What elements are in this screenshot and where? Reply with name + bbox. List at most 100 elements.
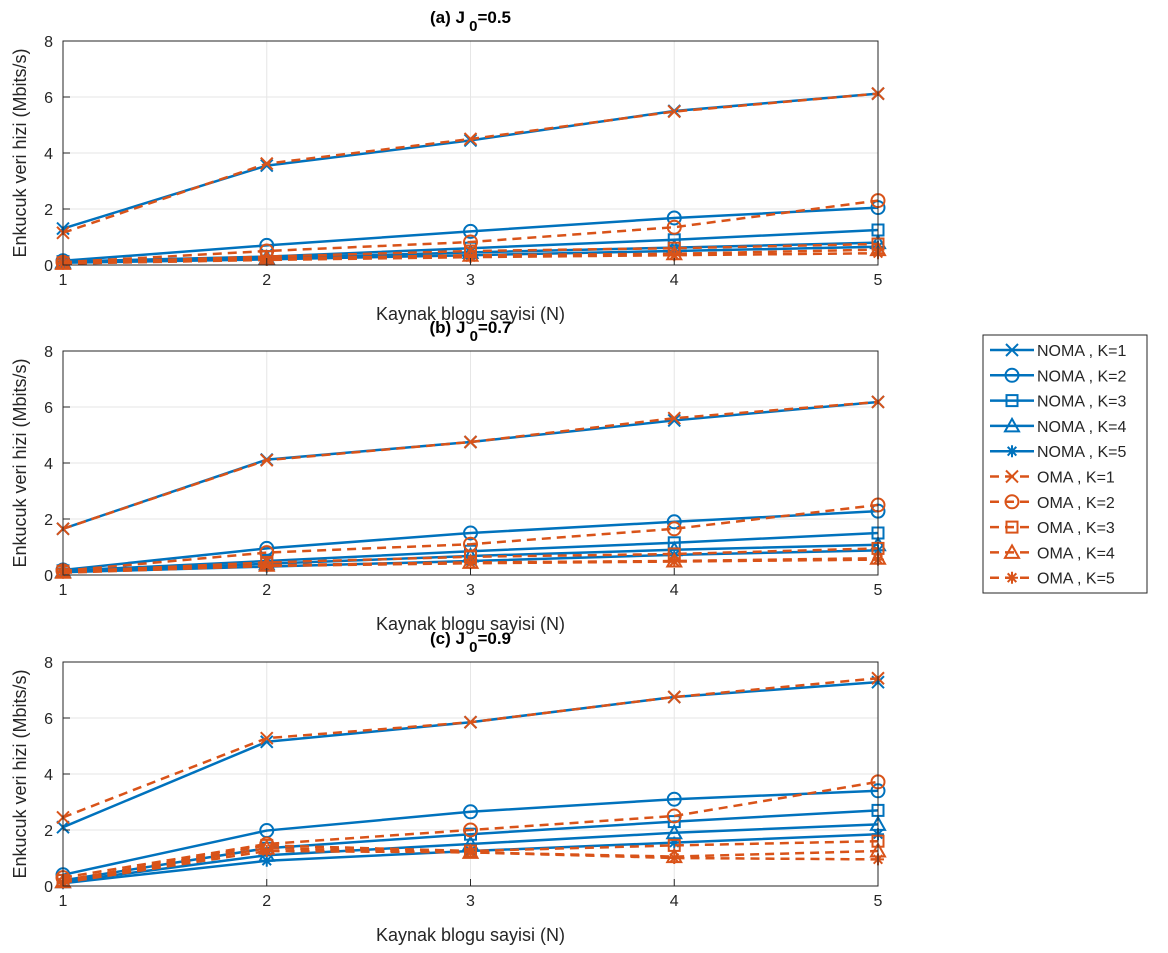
legend-entry: NOMA , K=5 (990, 444, 1126, 461)
legend-label: OMA , K=4 (1037, 545, 1115, 562)
data-point-oma-k1 (667, 690, 681, 704)
y-tick-label: 6 (44, 711, 53, 728)
x-tick-label: 1 (59, 893, 68, 910)
data-point-noma-k2 (666, 791, 682, 807)
data-point-noma-k5 (260, 854, 273, 867)
y-tick-label: 6 (44, 90, 53, 107)
data-point-oma-k5 (464, 846, 477, 859)
data-point-noma-k5 (668, 836, 681, 849)
x-tick-label: 4 (670, 893, 679, 910)
legend-entry: NOMA , K=4 (990, 416, 1126, 436)
legend-label: OMA , K=3 (1037, 520, 1115, 537)
legend-marker (1003, 543, 1021, 559)
y-tick-label: 4 (44, 456, 53, 473)
data-point-oma-k1 (260, 156, 274, 171)
legend-entry: NOMA , K=3 (990, 394, 1126, 411)
x-tick-label: 3 (466, 582, 475, 599)
y-axis-label: Enkucuk veri hizi (Mbits/s) (10, 358, 30, 567)
chart-panels: 1 2 3 4 5 0 2 4 6 8 Kaynak blogu sayisi (N) Enkucuk… (10, 8, 887, 945)
chart-title: (b) J 0=0.7 (430, 318, 512, 345)
legend-entry: OMA , K=5 (990, 571, 1115, 588)
legend-marker (1005, 469, 1019, 484)
y-tick-label: 8 (44, 34, 53, 51)
y-tick-label: 4 (44, 767, 53, 784)
chart-title: (c) J 0=0.9 (430, 629, 511, 656)
legend-entry: OMA , K=2 (990, 494, 1115, 512)
legend-label: OMA , K=5 (1037, 571, 1115, 588)
x-axis-label: Kaynak blogu sayisi (N) (376, 614, 565, 634)
data-point-oma-k5 (260, 845, 273, 857)
legend-label: NOMA , K=5 (1037, 444, 1126, 461)
series-line-oma-k1 (62, 400, 879, 530)
y-tick-label: 8 (44, 655, 53, 672)
data-point-oma-k5 (464, 557, 477, 570)
legend-entry: OMA , K=4 (990, 543, 1115, 562)
series-line-noma-k2 (62, 206, 879, 263)
y-tick-label: 6 (44, 400, 53, 417)
legend-marker (1005, 520, 1019, 534)
legend: NOMA , K=1 NOMA , K=2 NOMA , K=3 NOMA , K=4… (982, 334, 1148, 594)
x-tick-label: 5 (874, 582, 883, 599)
x-tick-label: 5 (874, 893, 883, 910)
series-line-oma-k2 (62, 503, 879, 573)
x-tick-label: 2 (262, 893, 271, 910)
x-axis-label: Kaynak blogu sayisi (N) (376, 925, 565, 945)
data-point-oma-k1 (463, 715, 478, 729)
chart-title: (a) J 0=0.5 (430, 8, 511, 35)
data-point-noma-k2 (666, 514, 682, 530)
x-tick-label: 1 (59, 272, 68, 289)
legend-label: OMA , K=2 (1037, 495, 1115, 512)
x-tick-label: 3 (466, 893, 475, 910)
legend-label: NOMA , K=2 (1037, 368, 1126, 385)
data-point-oma-k2 (463, 822, 478, 838)
chart-panel-1: 1 2 3 4 5 0 2 4 6 8 Kaynak blogu sayisi (N) Enkucuk… (10, 8, 887, 324)
data-point-oma-k5 (668, 852, 681, 864)
legend-entry: OMA , K=3 (990, 520, 1115, 537)
x-tick-label: 5 (874, 272, 883, 289)
legend-marker (1004, 494, 1020, 510)
legend-marker (1006, 445, 1018, 458)
legend-entry: OMA , K=1 (990, 470, 1115, 487)
data-point-noma-k1 (667, 413, 681, 428)
series-line-oma-k3 (62, 242, 879, 265)
y-tick-label: 2 (44, 512, 53, 529)
y-tick-label: 2 (44, 823, 53, 840)
y-tick-label: 0 (44, 258, 53, 275)
data-point-oma-k1 (667, 104, 681, 119)
data-point-oma-k2 (666, 808, 682, 824)
legend-label: NOMA , K=4 (1037, 419, 1126, 436)
legend-entry: NOMA , K=2 (990, 367, 1126, 385)
data-point-oma-k1 (463, 132, 478, 146)
data-point-oma-k1 (260, 731, 274, 745)
x-axis-label: Kaynak blogu sayisi (N) (376, 304, 565, 324)
series-line-noma-k2 (62, 789, 879, 877)
x-tick-label: 4 (670, 582, 679, 599)
chart-panel-2: 1 2 3 4 5 0 2 4 6 8 Kaynak blogu sayisi (N) Enkucuk… (10, 318, 887, 634)
legend-marker (1006, 571, 1018, 584)
series-line-oma-k2 (62, 780, 879, 879)
x-tick-label: 1 (59, 582, 68, 599)
x-tick-label: 2 (262, 582, 271, 599)
legend-label: NOMA , K=3 (1037, 394, 1126, 411)
data-point-oma-k5 (260, 560, 273, 573)
legend-label: OMA , K=1 (1037, 470, 1115, 487)
y-tick-label: 2 (44, 202, 53, 219)
data-point-noma-k1 (260, 158, 274, 173)
data-point-noma-k2 (463, 804, 478, 820)
legend-entry: NOMA , K=1 (990, 343, 1126, 360)
series-line-noma-k2 (62, 509, 879, 572)
legend-marker (1005, 394, 1019, 408)
data-point-oma-k5 (464, 251, 477, 264)
y-tick-label: 0 (44, 879, 53, 896)
data-point-oma-k2 (666, 521, 682, 537)
data-point-noma-k1 (260, 735, 274, 749)
data-point-oma-k5 (668, 249, 681, 262)
legend-marker (1004, 367, 1020, 383)
data-point-oma-k1 (463, 435, 478, 449)
x-tick-label: 2 (262, 272, 271, 289)
y-tick-label: 4 (44, 146, 53, 163)
y-tick-label: 0 (44, 568, 53, 585)
data-point-oma-k5 (668, 555, 681, 568)
series-line-oma-k2 (62, 199, 879, 264)
